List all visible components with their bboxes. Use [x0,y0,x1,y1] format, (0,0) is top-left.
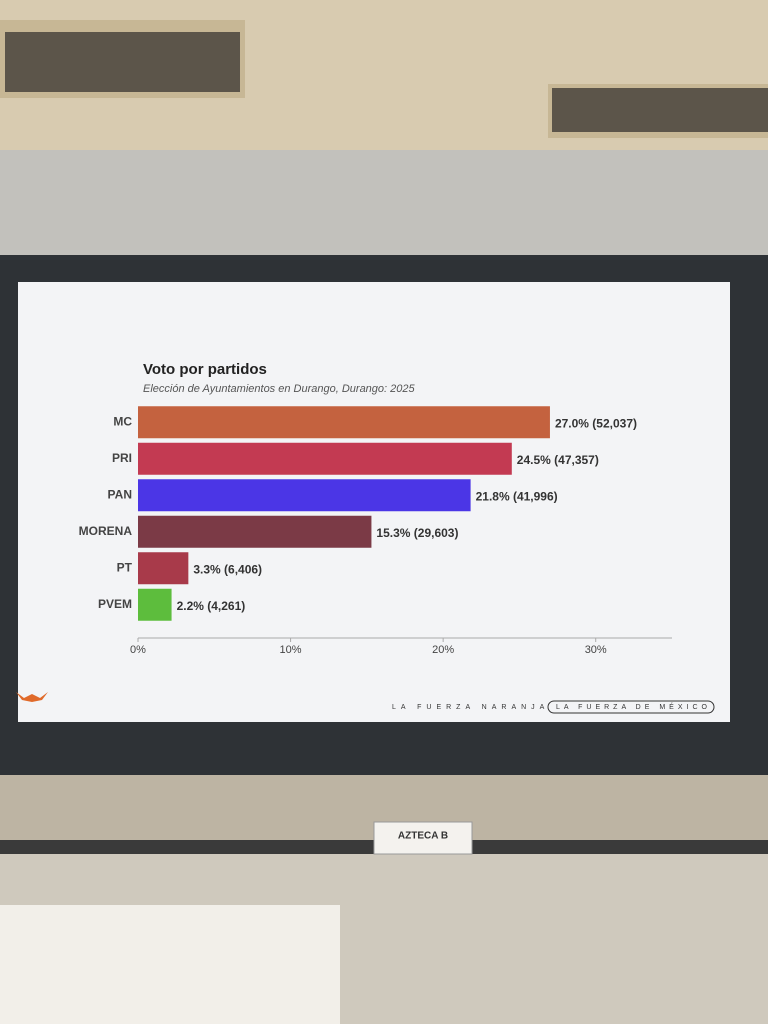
bar [138,588,172,621]
placard [373,821,473,855]
bar [138,442,512,475]
x-tick-label: 0% [130,644,146,656]
vent-grille [5,32,240,92]
x-tick-label: 20% [432,644,454,656]
value-label: 3.3% (6,406) [193,562,262,576]
bar [138,552,189,585]
ceiling-beam [0,150,768,260]
y-tick-label: MC [113,414,132,428]
y-tick-label: PVEM [98,597,132,611]
footer-text: LA FUERZA NARANJA [392,704,549,711]
y-tick-label: PT [117,560,133,574]
chart-subtitle: Elección de Ayuntamientos en Durango, Du… [143,383,415,395]
value-label: 2.2% (4,261) [177,599,246,613]
bar [138,515,372,548]
bar [138,406,550,439]
x-tick-label: 30% [585,644,607,656]
value-label: 24.5% (47,357) [517,453,599,467]
y-tick-label: PRI [112,451,132,465]
y-tick-label: MORENA [79,524,133,538]
footer-badge [547,700,715,714]
value-label: 27.0% (52,037) [555,416,637,430]
placard-text: AZTECA B [398,831,448,842]
table [0,905,340,1024]
x-tick-label: 10% [280,644,302,656]
footer-text: LA FUERZA DE MÉXICO [556,702,711,711]
logo [16,692,48,702]
chart-title: Voto por partidos [143,361,267,378]
value-label: 21.8% (41,996) [476,489,558,503]
bar [138,479,471,512]
vent-grille [552,88,768,132]
value-label: 15.3% (29,603) [376,526,458,540]
y-tick-label: PAN [108,487,132,501]
